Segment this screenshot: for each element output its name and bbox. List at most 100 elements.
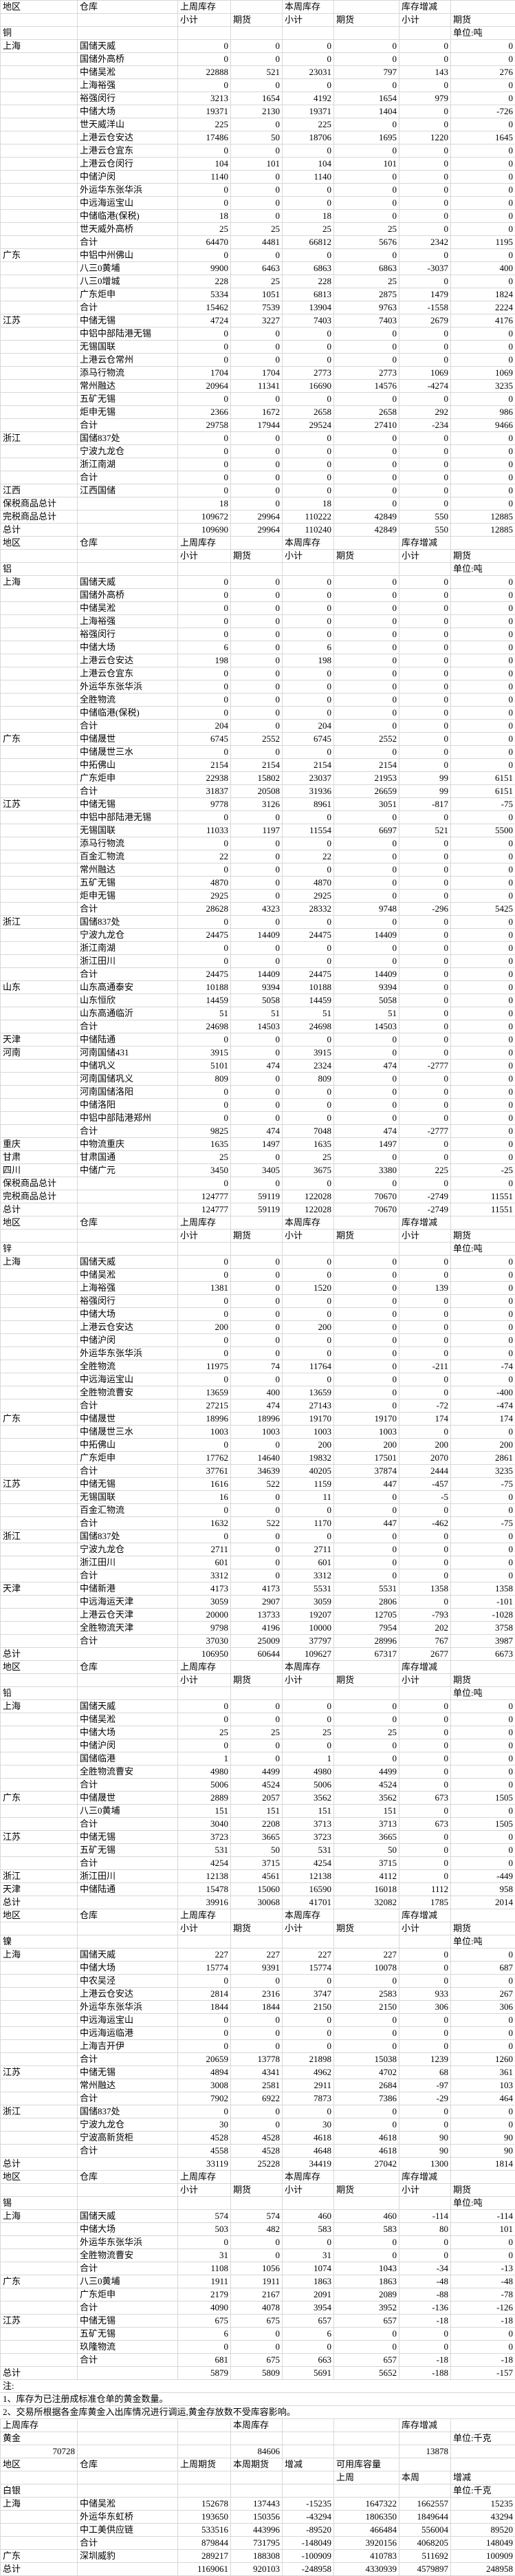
cell: 期货	[333, 1922, 399, 1935]
cell: 0	[282, 954, 334, 968]
cell: 合计	[77, 235, 178, 249]
cell: 29524	[282, 418, 334, 432]
cell: 34639	[230, 1464, 283, 1478]
cell: 0	[177, 1503, 231, 1517]
cell: 库存增减	[399, 2418, 451, 2432]
cell	[282, 1935, 334, 1949]
cell: 0	[230, 340, 283, 354]
cell: 0	[282, 667, 334, 680]
cell	[77, 1229, 178, 1243]
cell: 仓库	[77, 2170, 178, 2184]
cell: 0	[450, 2026, 515, 2040]
table-row: 上港云仓安达 200 0 200 0 0 0	[0, 1320, 515, 1334]
cell: 江苏	[0, 1830, 78, 1844]
cell: 0	[399, 340, 451, 354]
cell: 0	[333, 39, 399, 53]
cell: 0	[399, 471, 451, 484]
cell: 中储临港(保税)	[77, 706, 178, 720]
cell: 0	[230, 2026, 283, 2040]
cell: 16690	[282, 379, 334, 393]
cell	[0, 837, 78, 850]
cell: 0	[450, 248, 515, 262]
cell: 八三0增城	[77, 275, 178, 288]
table-row: 宁波九龙仓 0 0 0 0 0 0	[0, 444, 515, 458]
cell: 2150	[282, 2000, 334, 2014]
cell	[0, 2235, 78, 2249]
cell: 期货	[230, 1673, 283, 1687]
cell: 6	[282, 2327, 334, 2341]
note-row: 注:	[0, 2379, 515, 2393]
cell	[333, 536, 399, 550]
cell: 0	[230, 2013, 283, 2027]
cell: 29964	[230, 523, 283, 537]
cell: 151	[230, 1804, 283, 1818]
cell: 2711	[282, 1543, 334, 1556]
cell: 国储天威	[77, 39, 178, 53]
cell: 0	[333, 588, 399, 602]
cell	[0, 2523, 78, 2537]
cell	[0, 1569, 78, 1582]
cell	[399, 2458, 451, 2471]
cell: 广东	[0, 1412, 78, 1426]
cell: 2907	[230, 1595, 283, 1609]
cell: 0	[177, 2039, 231, 2053]
cell: 447	[333, 1477, 399, 1491]
cell: 0	[399, 967, 451, 981]
cell: 27215	[177, 1399, 231, 1413]
cell: 101	[333, 157, 399, 171]
cell: 0	[177, 2105, 231, 2118]
cell: 0	[282, 1033, 334, 1046]
cell: 0	[282, 431, 334, 445]
cell: 0	[230, 444, 283, 458]
cell: 上周库存	[177, 1660, 231, 1674]
cell: 0	[399, 1085, 451, 1099]
cell: 522	[230, 1477, 283, 1491]
cell	[0, 2079, 78, 2092]
cell: 0	[450, 1098, 515, 1112]
table-row: 浙江 国储837处 0 0 0 0 0 0	[0, 915, 515, 929]
cell: 443996	[230, 2523, 283, 2537]
cell: 2154	[282, 758, 334, 772]
table-row: 上海裕强 0 0 0 0 0 0	[0, 614, 515, 628]
cell: 4341	[230, 2065, 283, 2079]
table-row: 上海 国储天威 0 0 0 0 0 0	[0, 1255, 515, 1269]
cell: 663	[282, 2353, 334, 2367]
cell: 5500	[450, 824, 515, 837]
cell: 1169061	[177, 2562, 231, 2576]
cell: 0	[230, 1072, 283, 1086]
cell	[0, 444, 78, 458]
cell: 库存增减	[399, 1216, 451, 1230]
cell: 0	[282, 1085, 334, 1099]
cell: 全胜物流曹安	[77, 1386, 178, 1399]
cell: 本周库存	[282, 536, 334, 550]
table-row: 外运华东虹桥 193650 150356 -43294 1806350 1849644 43…	[0, 2510, 515, 2524]
cell	[177, 562, 231, 576]
cell	[0, 758, 78, 772]
cell: 15802	[230, 771, 283, 785]
cell: 0	[333, 850, 399, 863]
cell: 天津	[0, 1882, 78, 1896]
table-row: 上海裕强 1381 0 1520 0 139 0	[0, 1281, 515, 1295]
cell	[282, 2432, 334, 2445]
table-row: 中拓佛山 2154 2154 2154 2154 0 0	[0, 758, 515, 772]
cell	[450, 1216, 515, 1230]
cell: 0	[399, 994, 451, 1007]
cell	[0, 928, 78, 942]
cell: 3758	[450, 1621, 515, 1635]
cell: 4173	[230, 1582, 283, 1596]
cell: 中储大场	[77, 105, 178, 118]
cell	[0, 1987, 78, 2001]
table-row: 添马行物流 1704 1704 2773 2773 1069 1069	[0, 366, 515, 380]
cell	[0, 2118, 78, 2132]
cell: 18996	[177, 1412, 231, 1426]
cell: 32082	[333, 1896, 399, 1909]
cell	[0, 1595, 78, 1609]
table-row: 中储吴淞 22888 521 23031 797 143 276	[0, 65, 515, 79]
cell: 0	[230, 1320, 283, 1334]
cell: -72	[399, 1399, 451, 1413]
cell: 104	[282, 157, 334, 171]
cell: 中储新港	[77, 1582, 178, 1596]
cell: 合计	[77, 2052, 178, 2066]
cell: 江西国储	[77, 484, 178, 497]
cell: 0	[333, 2235, 399, 2249]
